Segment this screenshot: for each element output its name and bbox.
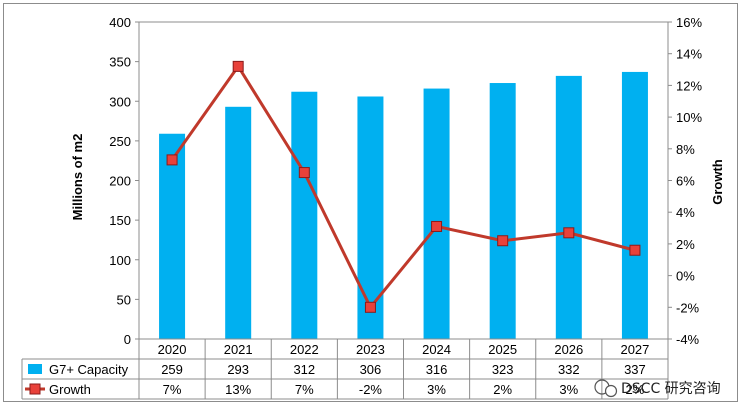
chart-svg: 0 50 100 150 200 250 300 350 400 -4% -2% 0% 2% 4% 6% 8… xyxy=(21,15,725,400)
y-tick-label: 350 xyxy=(109,55,131,70)
chart-frame: 0 50 100 150 200 250 300 350 400 -4% -2% 0% 2% 4% 6% 8… xyxy=(3,3,738,402)
table-cell: 323 xyxy=(492,362,514,377)
legend-key-capacity xyxy=(28,364,42,374)
table-cell: -2% xyxy=(359,382,383,397)
y-tick-label: 300 xyxy=(109,94,131,109)
growth-marker-2024 xyxy=(431,220,443,232)
table-cell: 13% xyxy=(225,382,251,397)
y-axis-title: Millions of m2 xyxy=(70,134,85,221)
bar-2021 xyxy=(225,106,252,339)
y-tick-label: 200 xyxy=(109,174,131,189)
growth-marker-2022 xyxy=(298,167,310,179)
y2-tick-label: -4% xyxy=(676,332,700,347)
watermark-text: DSCC 研究咨询 xyxy=(621,381,721,397)
x-tick-label: 2024 xyxy=(422,342,451,357)
table-cell: 7% xyxy=(163,382,182,397)
table-cell: 337 xyxy=(624,362,646,377)
x-tick-label: 2023 xyxy=(356,342,385,357)
table-cell: 316 xyxy=(426,362,448,377)
bar-2020 xyxy=(159,133,186,339)
table-cell: 2% xyxy=(626,382,645,397)
y2-tick-label: 16% xyxy=(676,15,702,30)
x-tick-label: 2021 xyxy=(224,342,253,357)
y2-axis-title: Growth xyxy=(710,159,725,205)
table-cell: 312 xyxy=(293,362,315,377)
wechat-icon xyxy=(594,379,618,398)
growth-marker-2027 xyxy=(629,244,641,256)
growth-marker-2023 xyxy=(364,301,376,313)
growth-marker-2026 xyxy=(563,227,575,239)
y-tick-label: 400 xyxy=(109,15,131,30)
y-tick-label: 50 xyxy=(117,292,131,307)
table-cell: 3% xyxy=(427,382,446,397)
bar-2026 xyxy=(555,75,582,339)
growth-marker-2021 xyxy=(232,60,244,72)
table-cell: 332 xyxy=(558,362,580,377)
growth-line xyxy=(170,63,636,311)
y-tick-label: 150 xyxy=(109,213,131,228)
y2-tick-label: 12% xyxy=(676,78,702,93)
legend-key-growth-marker xyxy=(29,383,41,395)
x-tick-label: 2022 xyxy=(290,342,319,357)
x-tick-label: 2026 xyxy=(554,342,583,357)
y-tick-label: 0 xyxy=(124,332,131,347)
y2-tick-label: 2% xyxy=(676,237,695,252)
y2-tick-label: 6% xyxy=(676,174,695,189)
table-row-label: G7+ Capacity xyxy=(49,362,129,377)
bar-2022 xyxy=(291,91,318,340)
y2-tick-label: 0% xyxy=(676,269,695,284)
x-tick-label: 2025 xyxy=(488,342,517,357)
table-row-label: Growth xyxy=(49,382,91,397)
y2-tick-label: 8% xyxy=(676,142,695,157)
table-cell: 259 xyxy=(161,362,183,377)
growth-marker-2025 xyxy=(497,235,509,247)
table-cell: 2% xyxy=(493,382,512,397)
bar-2027 xyxy=(621,71,648,340)
table-cell: 7% xyxy=(295,382,314,397)
y-tick-label: 250 xyxy=(109,134,131,149)
y2-tick-label: 10% xyxy=(676,110,702,125)
bar-2025 xyxy=(489,83,516,340)
bar-2024 xyxy=(423,88,450,339)
x-tick-label: 2020 xyxy=(158,342,187,357)
y2-tick-label: -2% xyxy=(676,300,700,315)
watermark: DSCC 研究咨询 xyxy=(594,379,721,398)
y2-tick-label: 14% xyxy=(676,47,702,62)
growth-marker-2020 xyxy=(166,154,178,166)
table-cell: 306 xyxy=(360,362,382,377)
y-tick-label: 100 xyxy=(109,253,131,268)
plot-area xyxy=(138,21,669,340)
table-cell: 293 xyxy=(227,362,249,377)
y2-tick-label: 4% xyxy=(676,205,695,220)
x-tick-label: 2027 xyxy=(620,342,649,357)
table-cell: 3% xyxy=(559,382,578,397)
